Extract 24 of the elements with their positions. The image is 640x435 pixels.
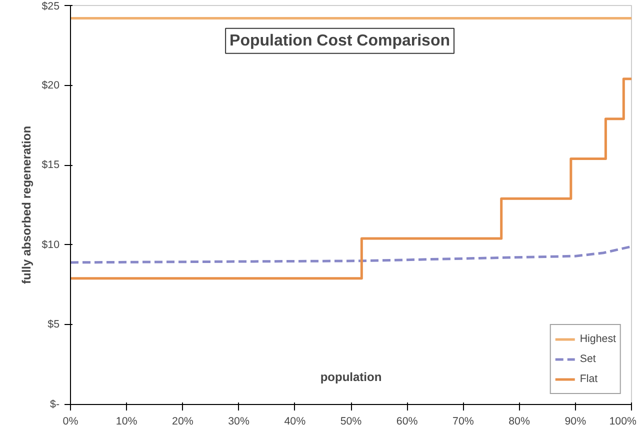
x-tick-label: 90% — [564, 416, 587, 428]
x-tick-label: 60% — [396, 416, 418, 428]
x-tick-label: 20% — [172, 416, 194, 428]
legend-label: Highest — [580, 333, 616, 345]
x-tick-label: 70% — [452, 416, 474, 428]
x-tick-label: 30% — [228, 416, 250, 428]
legend-label: Set — [580, 353, 597, 365]
legend-label: Flat — [580, 373, 599, 385]
line-series — [70, 245, 632, 264]
y-tick-label: $20 — [42, 79, 60, 92]
x-tick-label: 80% — [508, 416, 530, 428]
y-tick-label: $15 — [42, 159, 60, 172]
y-tick-label: $5 — [48, 318, 60, 331]
y-axis-title: fully absorbed regeneration — [20, 126, 34, 284]
x-tick-label: 0% — [62, 416, 79, 428]
y-tick-label: $- — [50, 398, 60, 410]
y-tick-label: $10 — [42, 238, 60, 251]
x-tick-label: 50% — [340, 416, 362, 428]
x-tick-label: 100% — [609, 416, 638, 428]
text: Population Cost Comparison — [230, 32, 450, 50]
y-tick-label: $25 — [42, 0, 60, 12]
x-axis-title: population — [320, 370, 382, 384]
x-tick-label: 10% — [116, 416, 138, 428]
x-tick-label: 40% — [284, 416, 306, 428]
